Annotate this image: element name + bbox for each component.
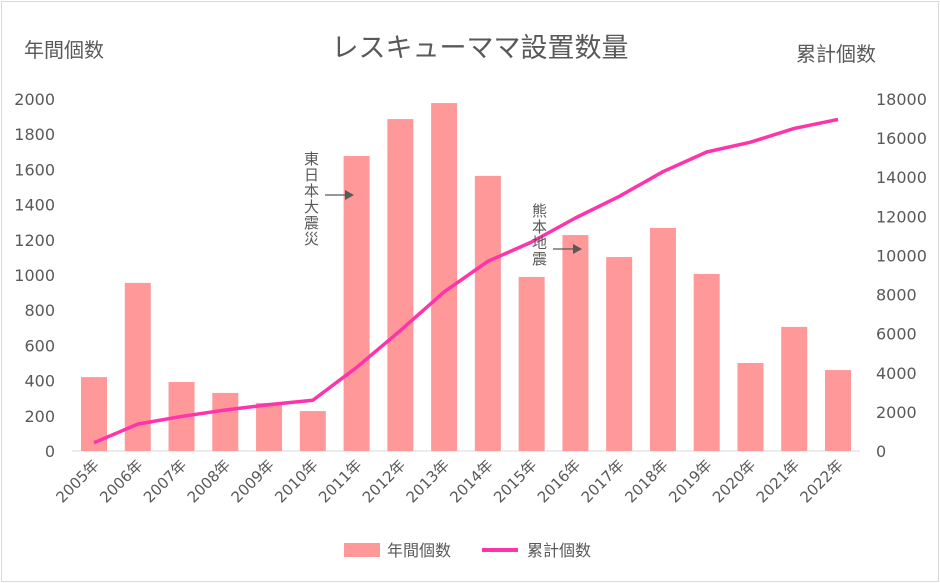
bar (212, 392, 239, 451)
right-tick-label: 10000 (876, 246, 927, 265)
bar (562, 235, 589, 451)
chart-title: レスキューママ設置数量 (332, 33, 629, 64)
bar (781, 326, 808, 451)
left-tick-label: 600 (24, 336, 55, 355)
x-tick-label: 2016年 (534, 456, 584, 506)
legend: 年間個数 累計個数 (344, 541, 591, 560)
bar (299, 411, 326, 451)
x-tick-label: 2017年 (578, 456, 628, 506)
x-tick-label: 2020年 (709, 456, 759, 506)
legend-bar-swatch (344, 543, 380, 557)
left-tick-label: 1800 (14, 125, 55, 144)
bar (474, 175, 501, 452)
right-tick-label: 4000 (876, 364, 917, 383)
x-tick-label: 2015年 (490, 456, 540, 506)
x-tick-label: 2010年 (271, 456, 321, 506)
bar (387, 119, 414, 452)
x-tick-label: 2014年 (446, 456, 496, 506)
right-tick-label: 18000 (876, 90, 927, 109)
x-tick-label: 2013年 (403, 456, 453, 506)
left-axis-label: 年間個数 (24, 38, 104, 62)
right-tick-label: 2000 (876, 403, 917, 422)
right-axis-label: 累計個数 (796, 42, 876, 66)
x-tick-label: 2006年 (96, 456, 146, 506)
legend-bar-label: 年間個数 (387, 541, 451, 560)
x-tick-label: 2011年 (315, 456, 365, 506)
x-tick-label: 2007年 (140, 456, 190, 506)
right-tick-label: 16000 (876, 129, 927, 148)
left-tick-label: 400 (24, 372, 55, 391)
x-tick-label: 2019年 (665, 456, 715, 506)
left-tick-label: 1000 (14, 266, 55, 285)
right-tick-label: 6000 (876, 325, 917, 344)
left-tick-label: 2000 (14, 90, 55, 109)
right-tick-label: 8000 (876, 286, 917, 305)
bar (256, 402, 283, 451)
annotation-kumamoto-earthquake: 熊本地震 (530, 203, 548, 267)
left-tick-label: 1400 (14, 196, 55, 215)
x-tick-label: 2018年 (621, 456, 671, 506)
bar (693, 273, 720, 451)
x-tick-label: 2012年 (359, 456, 409, 506)
bar (737, 363, 764, 451)
x-tick-label: 2008年 (184, 456, 234, 506)
left-tick-label: 800 (24, 301, 55, 320)
right-tick-label: 0 (876, 442, 886, 461)
x-tick-label: 2021年 (753, 456, 803, 506)
arrow-head-icon (573, 244, 582, 254)
bar (606, 257, 633, 451)
annotation-great-east-japan-earthquake: 東日本大震災 (302, 151, 320, 247)
bar (518, 276, 545, 451)
cumulative-line (93, 117, 839, 445)
right-tick-label: 12000 (876, 207, 927, 226)
left-tick-label: 1200 (14, 231, 55, 250)
bar (825, 370, 851, 451)
legend-line-label: 累計個数 (527, 541, 591, 560)
right-tick-label: 14000 (876, 168, 927, 187)
left-tick-label: 1600 (14, 160, 55, 179)
x-tick-label: 2009年 (228, 456, 278, 506)
bar (343, 156, 370, 452)
left-tick-label: 0 (45, 442, 55, 461)
x-tick-label: 2005年 (52, 456, 102, 506)
bar (431, 103, 458, 451)
left-tick-label: 200 (24, 407, 55, 426)
x-tick-label: 2022年 (796, 456, 846, 506)
arrow-head-icon (345, 190, 354, 200)
bar (649, 228, 676, 451)
